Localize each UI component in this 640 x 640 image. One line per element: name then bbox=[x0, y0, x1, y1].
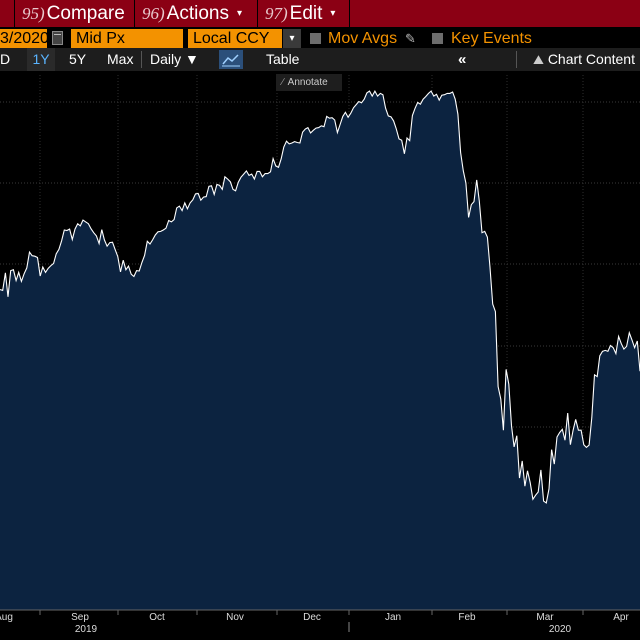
table-button[interactable]: Table bbox=[266, 51, 300, 67]
collapse-icon[interactable]: « bbox=[458, 51, 467, 68]
actions-menu[interactable]: 96) Actions ▾ bbox=[142, 0, 242, 27]
x-tick-label: Feb bbox=[458, 612, 476, 623]
price-field-select[interactable]: Mid Px bbox=[71, 29, 183, 48]
chart-content-button[interactable]: ⛰ Chart Content bbox=[533, 48, 635, 71]
edit-number: 97) bbox=[265, 3, 288, 23]
x-tick-label: Apr bbox=[613, 612, 629, 623]
mov-avgs-label[interactable]: Mov Avgs bbox=[328, 30, 398, 47]
line-chart-icon[interactable] bbox=[219, 50, 243, 69]
end-date-field[interactable]: 3/2020 bbox=[0, 29, 47, 48]
compare-menu[interactable]: 95) Compare bbox=[22, 0, 125, 27]
x-tick-label: Mar bbox=[536, 612, 554, 623]
x-tick-label: Aug bbox=[0, 612, 13, 623]
annotate-button[interactable]: ∕ Annotate bbox=[276, 74, 342, 91]
pencil-icon[interactable]: ✎ bbox=[405, 31, 416, 46]
x-tick-label: Nov bbox=[226, 612, 244, 623]
chart-content-label: Chart Content bbox=[547, 51, 635, 67]
actions-number: 96) bbox=[142, 3, 165, 23]
menu-bar: 95) Compare 96) Actions ▾ 97) Edit ▾ bbox=[0, 0, 640, 27]
price-line bbox=[0, 89, 640, 504]
x-tick-label: Jan bbox=[385, 612, 401, 623]
compare-number: 95) bbox=[22, 3, 45, 23]
x-axis: Aug Sep Oct Nov Dec Jan Feb Mar Apr 2019 2020 bbox=[0, 609, 640, 635]
x-tick-label: Sep bbox=[71, 612, 89, 623]
year-label: 2019 bbox=[75, 624, 98, 635]
x-tick-label: Oct bbox=[149, 612, 165, 623]
chart-settings-bar: 3/2020 Mid Px Local CCY ▾ Mov Avgs ✎ Key… bbox=[0, 27, 640, 50]
compare-label: Compare bbox=[46, 2, 125, 24]
price-area-fill bbox=[0, 91, 640, 611]
frequency-dropdown[interactable]: Daily ▼ bbox=[150, 51, 199, 67]
five-year-button[interactable]: 5Y bbox=[69, 51, 87, 67]
ytd-button[interactable]: D bbox=[0, 51, 11, 67]
max-button[interactable]: Max bbox=[107, 51, 134, 67]
mov-avgs-checkbox[interactable] bbox=[310, 33, 321, 44]
currency-dropdown-icon[interactable]: ▾ bbox=[283, 29, 301, 48]
one-year-button[interactable]: 1Y bbox=[27, 48, 55, 71]
chart-toolbar: D 1Y 5Y Max Daily ▼ Table « ⛰ Chart Cont… bbox=[0, 48, 640, 71]
edit-menu[interactable]: 97) Edit ▾ bbox=[265, 0, 335, 27]
x-tick-label: Dec bbox=[303, 612, 321, 623]
actions-label: Actions bbox=[166, 2, 229, 24]
key-events-label[interactable]: Key Events bbox=[451, 30, 532, 47]
edit-label: Edit bbox=[289, 2, 323, 24]
key-events-checkbox[interactable] bbox=[432, 33, 443, 44]
currency-select[interactable]: Local CCY bbox=[188, 29, 282, 48]
annotate-label: Annotate bbox=[287, 77, 328, 88]
year-label: 2020 bbox=[549, 624, 572, 635]
edit-dropdown-icon: ▾ bbox=[330, 8, 336, 19]
chart-content-icon: ⛰ bbox=[533, 52, 544, 67]
calendar-icon[interactable] bbox=[52, 31, 63, 45]
actions-dropdown-icon: ▾ bbox=[236, 8, 243, 19]
annotate-pen-icon: ∕ bbox=[282, 77, 284, 88]
